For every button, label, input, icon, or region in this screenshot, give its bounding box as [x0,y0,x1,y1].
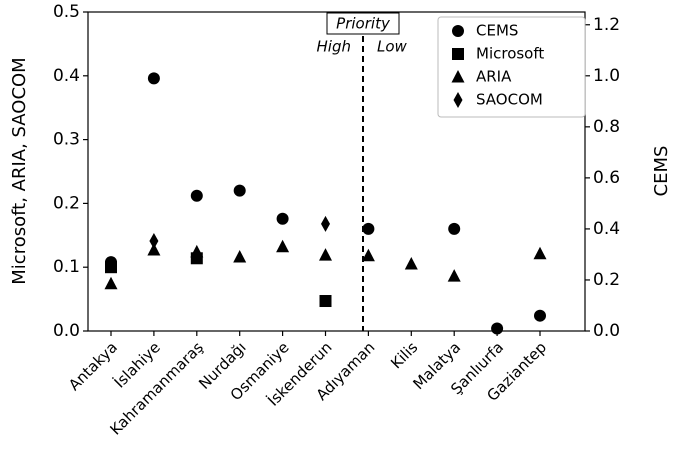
marker [149,233,159,250]
y-tick-label: 0.4 [53,66,80,86]
y-tick-label: 0.2 [53,193,80,213]
legend-label: Microsoft [476,45,544,63]
marker [361,248,375,262]
y-axis-label: Microsoft, ARIA, SAOCOM [9,57,30,284]
x-tick-label: Kilis [387,338,421,372]
marker [491,322,504,335]
marker [104,276,118,290]
y2-tick-label: 0.2 [593,270,620,290]
y2-tick-label: 0.0 [593,321,620,341]
y-tick-label: 0.3 [53,130,80,150]
legend-box [437,16,586,118]
marker [453,92,463,108]
marker [147,242,161,256]
y2-tick-label: 1.2 [593,15,620,35]
marker [452,25,464,37]
y2-axis-label: CEMS [651,146,672,197]
marker [233,249,247,263]
y-tick-label: 0.1 [53,257,80,277]
y2-tick-label: 0.6 [593,168,620,188]
marker [190,244,204,258]
marker [448,222,461,235]
marker [276,239,290,253]
marker [319,295,332,308]
marker [362,222,375,235]
x-tick-label: Antakya [65,338,121,394]
plot-frame [87,11,586,332]
marker [321,215,330,232]
marker [451,70,465,83]
marker [404,257,418,270]
legend-label: ARIA [476,68,512,86]
legend-label: CEMS [476,22,518,40]
marker [533,246,547,260]
marker [452,48,464,60]
y-tick-label: 0.0 [53,321,80,341]
annotation-left: High [317,38,351,56]
y-tick-label: 0.5 [53,2,80,22]
marker [319,248,332,261]
y2-tick-label: 0.4 [593,219,620,239]
annotation-title: Priority [336,15,391,33]
y2-tick-label: 1.0 [593,66,620,86]
marker [233,184,246,197]
marker [534,309,546,322]
y2-tick-label: 0.8 [593,117,620,137]
marker [190,189,203,202]
marker [447,269,461,282]
annotation-box [326,12,400,35]
marker [276,212,289,225]
marker [105,261,117,274]
marker [147,72,160,85]
legend-label: SAOCOM [476,91,543,109]
annotation-right: Low [377,38,408,56]
